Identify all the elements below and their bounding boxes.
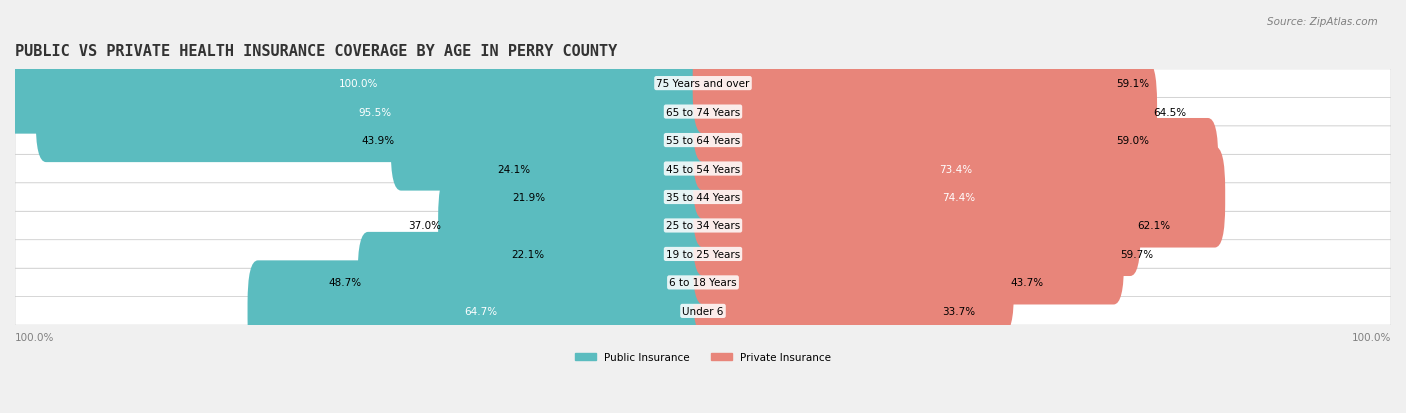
- FancyBboxPatch shape: [15, 212, 1391, 240]
- FancyBboxPatch shape: [693, 233, 1014, 333]
- FancyBboxPatch shape: [4, 33, 713, 134]
- Text: 43.9%: 43.9%: [361, 136, 394, 146]
- Text: 48.7%: 48.7%: [328, 278, 361, 288]
- Text: 64.5%: 64.5%: [1154, 107, 1187, 117]
- FancyBboxPatch shape: [15, 126, 1391, 155]
- Text: 100.0%: 100.0%: [1351, 332, 1391, 342]
- Text: 37.0%: 37.0%: [409, 221, 441, 231]
- Legend: Public Insurance, Private Insurance: Public Insurance, Private Insurance: [571, 348, 835, 366]
- FancyBboxPatch shape: [15, 155, 1391, 183]
- Text: 24.1%: 24.1%: [498, 164, 530, 174]
- FancyBboxPatch shape: [693, 176, 1140, 276]
- Text: Source: ZipAtlas.com: Source: ZipAtlas.com: [1267, 17, 1378, 26]
- Text: 45 to 54 Years: 45 to 54 Years: [666, 164, 740, 174]
- Text: 22.1%: 22.1%: [510, 249, 544, 259]
- FancyBboxPatch shape: [693, 261, 945, 361]
- FancyBboxPatch shape: [693, 147, 1225, 248]
- Text: PUBLIC VS PRIVATE HEALTH INSURANCE COVERAGE BY AGE IN PERRY COUNTY: PUBLIC VS PRIVATE HEALTH INSURANCE COVER…: [15, 44, 617, 59]
- FancyBboxPatch shape: [391, 90, 713, 191]
- FancyBboxPatch shape: [247, 261, 713, 361]
- FancyBboxPatch shape: [693, 119, 1219, 220]
- Text: 6 to 18 Years: 6 to 18 Years: [669, 278, 737, 288]
- FancyBboxPatch shape: [439, 176, 713, 276]
- Text: 65 to 74 Years: 65 to 74 Years: [666, 107, 740, 117]
- Text: 59.7%: 59.7%: [1121, 249, 1154, 259]
- FancyBboxPatch shape: [15, 70, 1391, 98]
- Text: 75 Years and over: 75 Years and over: [657, 79, 749, 89]
- Text: 100.0%: 100.0%: [15, 332, 55, 342]
- FancyBboxPatch shape: [693, 204, 1123, 305]
- FancyBboxPatch shape: [15, 98, 1391, 126]
- FancyBboxPatch shape: [35, 62, 713, 163]
- FancyBboxPatch shape: [693, 33, 1121, 134]
- Text: 25 to 34 Years: 25 to 34 Years: [666, 221, 740, 231]
- FancyBboxPatch shape: [15, 268, 1391, 297]
- Text: 95.5%: 95.5%: [359, 107, 391, 117]
- FancyBboxPatch shape: [527, 119, 713, 220]
- Text: 64.7%: 64.7%: [464, 306, 496, 316]
- Text: 19 to 25 Years: 19 to 25 Years: [666, 249, 740, 259]
- Text: 35 to 44 Years: 35 to 44 Years: [666, 192, 740, 202]
- Text: 43.7%: 43.7%: [1011, 278, 1043, 288]
- Text: 62.1%: 62.1%: [1137, 221, 1170, 231]
- Text: 100.0%: 100.0%: [339, 79, 378, 89]
- Text: 33.7%: 33.7%: [942, 306, 974, 316]
- FancyBboxPatch shape: [693, 62, 1157, 163]
- Text: 74.4%: 74.4%: [942, 192, 976, 202]
- Text: 59.1%: 59.1%: [1116, 79, 1150, 89]
- FancyBboxPatch shape: [15, 183, 1391, 212]
- FancyBboxPatch shape: [357, 233, 713, 333]
- FancyBboxPatch shape: [15, 240, 1391, 268]
- FancyBboxPatch shape: [693, 90, 1119, 191]
- Text: 55 to 64 Years: 55 to 64 Years: [666, 136, 740, 146]
- Text: 21.9%: 21.9%: [512, 192, 546, 202]
- FancyBboxPatch shape: [541, 204, 713, 305]
- FancyBboxPatch shape: [541, 147, 713, 248]
- Text: 73.4%: 73.4%: [939, 164, 972, 174]
- FancyBboxPatch shape: [15, 297, 1391, 325]
- Text: Under 6: Under 6: [682, 306, 724, 316]
- Text: 59.0%: 59.0%: [1116, 136, 1149, 146]
